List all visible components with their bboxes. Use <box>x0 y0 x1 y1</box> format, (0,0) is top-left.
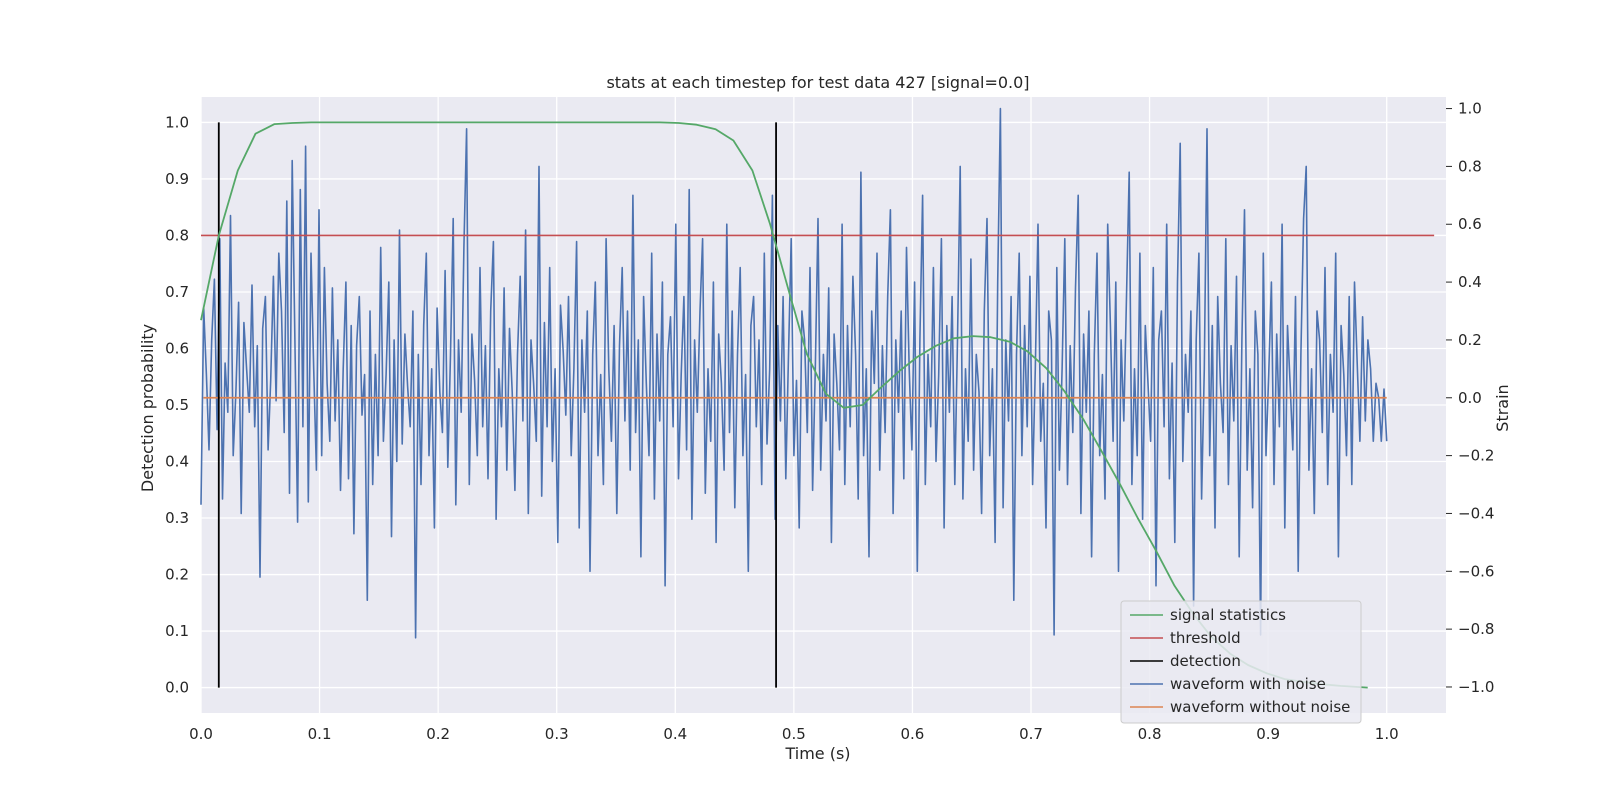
y-tick-label: 0.8 <box>165 226 189 244</box>
x-tick-label: 0.7 <box>1019 725 1043 743</box>
y2-tick-label: 0.4 <box>1458 273 1482 291</box>
y-tick-label: 1.0 <box>165 113 189 131</box>
legend-label-detection: detection <box>1170 652 1241 670</box>
y-tick-label: 0.1 <box>165 622 189 640</box>
y-tick-label: 0.7 <box>165 283 189 301</box>
legend-box <box>1120 600 1362 724</box>
x-tick-label: 0.8 <box>1138 725 1162 743</box>
y-tick-label: 0.2 <box>165 566 189 584</box>
legend-label-waveform-with-noise: waveform with noise <box>1170 675 1326 693</box>
y2-tick-labels: −1.0 −0.8 −0.6 −0.4 −0.2 0.0 0.2 0.4 0.6 0.8 1.0 <box>1446 100 1494 696</box>
x-tick-label: 0.6 <box>900 725 924 743</box>
y2-tick-label: −0.2 <box>1458 447 1494 465</box>
y-tick-label: 0.6 <box>165 339 189 357</box>
y-tick-label: 0.3 <box>165 509 189 527</box>
series-waveform-with-noise <box>200 107 1388 639</box>
x-tick-label: 0.9 <box>1256 725 1280 743</box>
y-tick-label: 0.4 <box>165 453 189 471</box>
series-layer <box>200 107 1435 689</box>
y2-tick-label: −0.8 <box>1458 620 1494 638</box>
y2-axis-label: Strain <box>1493 384 1512 431</box>
x-tick-label: 0.2 <box>426 725 450 743</box>
y-tick-label: 0.9 <box>165 170 189 188</box>
x-tick-label: 1.0 <box>1375 725 1399 743</box>
x-tick-label: 0.3 <box>545 725 569 743</box>
y2-tick-label: −0.4 <box>1458 504 1494 522</box>
y2-tick-label: −0.6 <box>1458 562 1494 580</box>
x-tick-label: 0.5 <box>782 725 806 743</box>
chart-title: stats at each timestep for test data 427… <box>606 73 1029 92</box>
legend-label-signal-statistics: signal statistics <box>1170 606 1286 624</box>
y2-tick-label: 0.2 <box>1458 331 1482 349</box>
y-tick-labels: 0.0 0.1 0.2 0.3 0.4 0.5 0.6 0.7 0.8 0.9 1.0 <box>165 113 189 696</box>
series-signal-statistics <box>200 121 1368 689</box>
y2-tick-label: 0.6 <box>1458 215 1482 233</box>
x-tick-labels: 0.0 0.1 0.2 0.3 0.4 0.5 0.6 0.7 0.8 0.9 1.0 <box>189 725 1399 743</box>
legend: signal statistics threshold detection wa… <box>1120 600 1362 724</box>
y2-tick-label: 1.0 <box>1458 100 1482 118</box>
y2-tick-label: 0.0 <box>1458 389 1482 407</box>
y2-tick-label: 0.8 <box>1458 157 1482 175</box>
x-axis-label: Time (s) <box>784 744 850 763</box>
x-tick-label: 0.0 <box>189 725 213 743</box>
legend-label-waveform-without-noise: waveform without noise <box>1170 698 1350 716</box>
y-tick-label: 0.5 <box>165 396 189 414</box>
y-tick-label: 0.0 <box>165 679 189 697</box>
y-axis-label: Detection probability <box>138 324 157 492</box>
y2-tick-label: −1.0 <box>1458 678 1494 696</box>
x-tick-label: 0.1 <box>308 725 332 743</box>
legend-label-threshold: threshold <box>1170 629 1241 647</box>
x-tick-label: 0.4 <box>663 725 687 743</box>
